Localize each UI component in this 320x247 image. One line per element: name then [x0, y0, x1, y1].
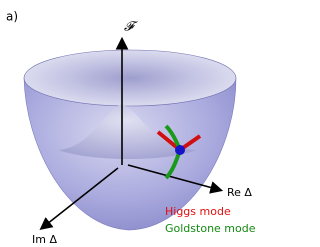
rim	[24, 50, 236, 106]
panel-label: a)	[6, 10, 18, 24]
im-axis-label: Im Δ	[32, 233, 57, 246]
legend-higgs: Higgs mode	[165, 205, 231, 218]
ground-state	[175, 145, 185, 155]
legend-goldstone: Goldstone mode	[165, 222, 256, 235]
re-axis-label: Re Δ	[227, 186, 252, 199]
figure: a) 𝓕 Re Δ Im Δ Higgs mode Goldstone mode	[0, 0, 262, 247]
page: {"panel_label": "a)", "axes": {"vertical…	[0, 0, 262, 247]
f-axis-label: 𝓕	[124, 20, 138, 35]
